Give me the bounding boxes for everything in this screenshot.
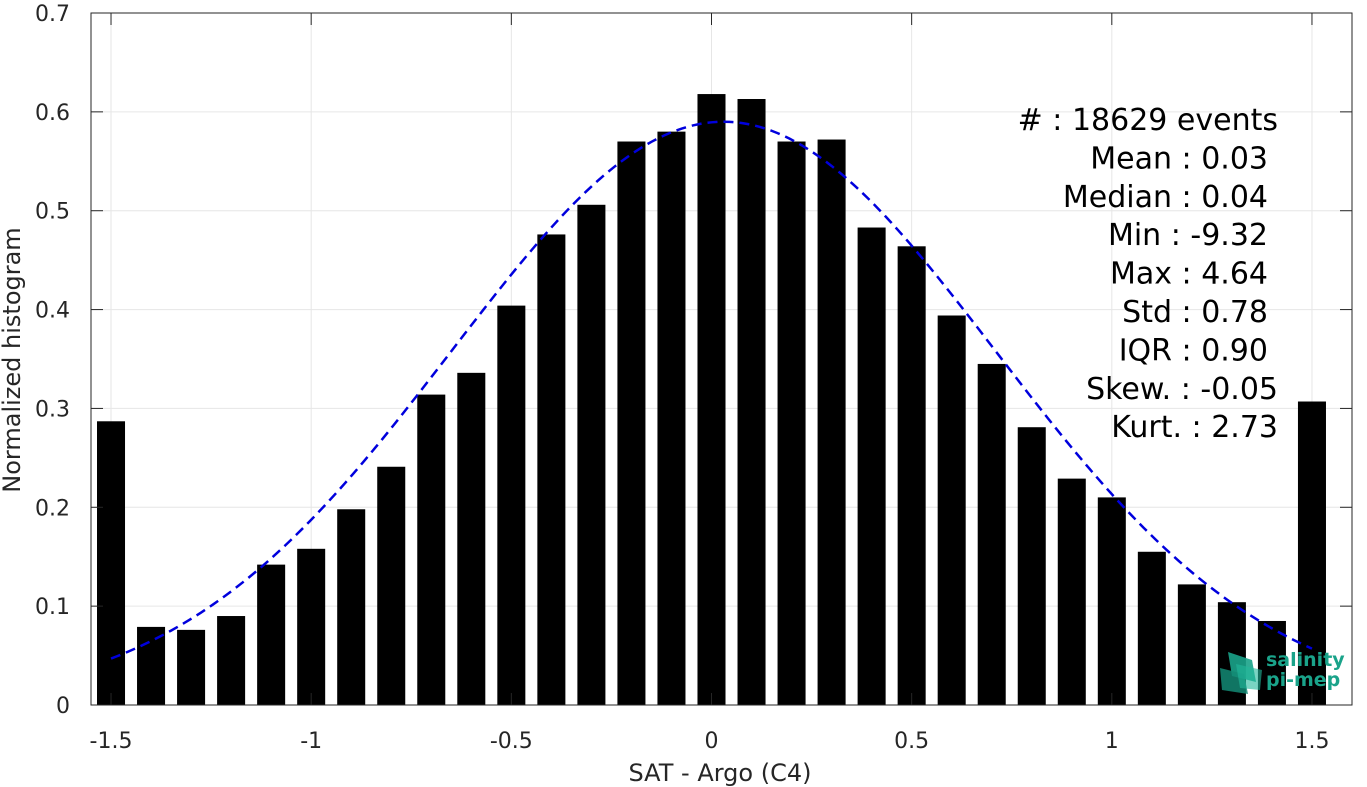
y-tick-labels: 0 0.1 0.2 0.3 0.4 0.5 0.6 0.7	[35, 2, 70, 719]
x-tick-label-5: 1	[1105, 729, 1119, 754]
x-tick-label-3: 0	[704, 729, 718, 754]
bar-6	[337, 509, 366, 705]
bar-10	[497, 305, 526, 705]
y-tick-label-2: 0.2	[35, 496, 70, 521]
bar-0	[97, 421, 126, 705]
bar-25	[1097, 497, 1126, 705]
plot-frame	[90, 12, 1353, 706]
bar-5	[297, 548, 326, 705]
x-tick-label-1: -1	[300, 729, 322, 754]
bar-21	[937, 315, 966, 705]
stats-line-5: Std : 0.78	[1122, 295, 1268, 330]
stats-line-1: Mean : 0.03	[1090, 141, 1268, 176]
x-tick-labels: -1.5 -1 -0.5 0 0.5 1 1.5	[90, 729, 1330, 754]
bar-4	[257, 564, 286, 705]
y-tick-label-4: 0.4	[35, 299, 70, 324]
bar-20	[897, 246, 926, 705]
bar-2	[177, 629, 206, 705]
bar-13	[617, 141, 646, 705]
bar-14	[657, 131, 686, 706]
bar-30	[1297, 401, 1326, 705]
stats-line-2: Median : 0.04	[1063, 180, 1268, 215]
x-axis-title: SAT - Argo (C4)	[629, 759, 812, 787]
bar-17	[777, 141, 806, 705]
gaussian-fit-curve	[110, 120, 1313, 660]
stats-line-7: Skew. : -0.05	[1086, 372, 1278, 407]
stats-line-4: Max : 4.64	[1110, 257, 1268, 292]
bar-1	[137, 626, 166, 705]
axis-ticks	[91, 12, 1352, 706]
bar-27	[1177, 584, 1206, 705]
bar-15	[697, 94, 726, 705]
stats-line-0: # : 18629 events	[1018, 103, 1278, 138]
bar-23	[1017, 427, 1046, 705]
logo-line2: pi-mep	[1266, 669, 1340, 691]
y-tick-label-6: 0.6	[35, 101, 70, 126]
bar-7	[377, 466, 406, 705]
y-axis-title: Normalized histogram	[0, 227, 26, 492]
y-tick-label-5: 0.5	[35, 200, 70, 225]
logo-line1: salinity	[1266, 649, 1345, 671]
stats-line-8: Kurt. : 2.73	[1111, 410, 1278, 445]
stats-line-3: Min : -9.32	[1108, 218, 1268, 253]
x-tick-label-0: -1.5	[90, 729, 133, 754]
x-tick-label-6: 1.5	[1294, 729, 1329, 754]
bar-16	[737, 99, 766, 705]
logo-cube-icon	[1220, 652, 1262, 694]
bar-8	[417, 394, 446, 705]
bar-26	[1137, 551, 1166, 705]
bar-24	[1057, 478, 1086, 705]
y-tick-label-1: 0.1	[35, 595, 70, 620]
bar-12	[577, 204, 606, 706]
y-tick-label-7: 0.7	[35, 2, 70, 27]
y-tick-label-3: 0.3	[35, 397, 70, 422]
x-tick-label-4: 0.5	[894, 729, 929, 754]
bar-18	[817, 139, 846, 706]
y-tick-label-0: 0	[56, 694, 70, 719]
bar-9	[457, 372, 486, 705]
bar-19	[857, 227, 886, 705]
bars	[97, 94, 1326, 706]
stats-line-6: IQR : 0.90	[1119, 333, 1268, 368]
bar-22	[977, 363, 1006, 705]
salinity-pimep-logo: salinity pi-mep	[1220, 649, 1345, 694]
bar-11	[537, 234, 566, 705]
bar-29	[1257, 620, 1286, 705]
bar-3	[217, 616, 246, 705]
x-tick-label-2: -0.5	[490, 729, 533, 754]
